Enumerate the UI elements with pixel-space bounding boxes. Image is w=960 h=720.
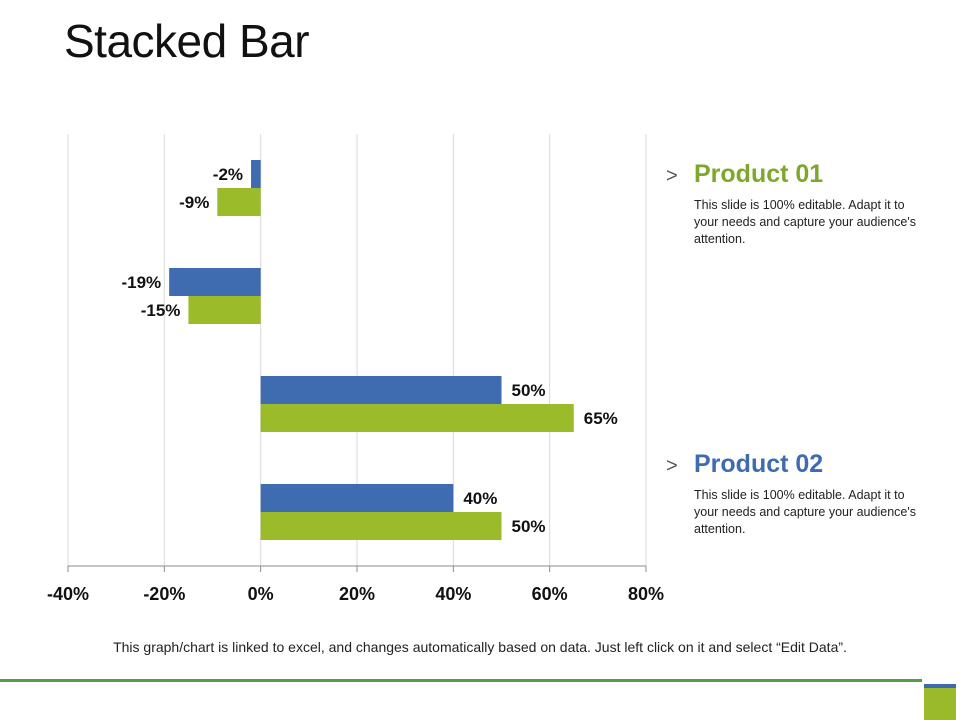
footnote: This graph/chart is linked to excel, and…: [113, 639, 847, 655]
bar-product-02: [188, 296, 261, 324]
data-label: 40%: [463, 489, 497, 508]
bar-product-02: [217, 188, 261, 216]
bottom-rule: [0, 679, 922, 682]
legend-title-product-01: Product 01: [694, 160, 824, 188]
bar-product-02: [260, 404, 574, 432]
corner-decoration: [924, 684, 956, 720]
bar-product-01: [169, 268, 261, 296]
page-title: Stacked Bar: [64, 15, 310, 67]
bar-product-01: [251, 160, 261, 188]
bar-product-02: [260, 512, 502, 540]
data-label: -15%: [141, 301, 181, 320]
data-label: -9%: [179, 193, 209, 212]
data-label: 65%: [584, 409, 618, 428]
data-label: -2%: [213, 165, 243, 184]
data-label: 50%: [512, 381, 546, 400]
data-label: 50%: [512, 517, 546, 536]
legend-description-product-02: This slide is 100% editable. Adapt it to…: [694, 488, 916, 536]
x-tick-label: 60%: [532, 584, 568, 604]
x-tick-label: 40%: [435, 584, 471, 604]
chevron-right-icon: >: [666, 165, 678, 187]
legend-description-product-01: This slide is 100% editable. Adapt it to…: [694, 198, 916, 246]
legend-title-product-02: Product 02: [694, 450, 824, 478]
bar-product-01: [260, 376, 502, 404]
legend-product-02: > Product 02 This slide is 100% editable…: [666, 450, 926, 538]
chevron-right-icon: >: [666, 455, 678, 477]
data-label: -19%: [121, 273, 161, 292]
x-tick-label: 20%: [339, 584, 375, 604]
x-tick-label: 80%: [628, 584, 664, 604]
x-tick-label: -40%: [47, 584, 89, 604]
x-tick-label: -20%: [143, 584, 185, 604]
x-tick-label: 0%: [248, 584, 274, 604]
legend-product-01: > Product 01 This slide is 100% editable…: [666, 160, 926, 248]
bar-product-01: [260, 484, 454, 512]
